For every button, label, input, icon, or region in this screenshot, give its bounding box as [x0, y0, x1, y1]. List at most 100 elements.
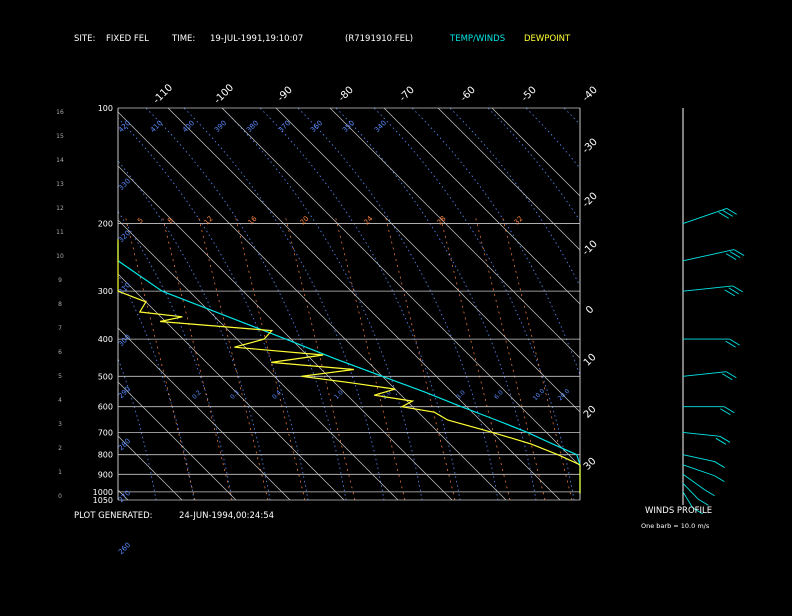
dry-adiabat-line	[373, 108, 575, 500]
isotherm-label-right: 0	[584, 304, 596, 316]
mixing-ratio-low-label: 3.0	[455, 389, 467, 401]
wind-barb-flag	[725, 253, 737, 260]
grid-clipped	[0, 108, 792, 500]
mixing-ratio-low-label: 0.2	[191, 389, 203, 401]
isotherm-label-right: -30	[581, 137, 600, 156]
isotherm-line	[118, 489, 129, 500]
isotherm-label-right: -10	[581, 239, 600, 258]
potential-temp-label: 340	[373, 119, 388, 134]
mixing-ratio-label: 12	[203, 215, 215, 227]
time-label: TIME:	[171, 34, 195, 44]
pressure-tick-label: 200	[98, 220, 113, 229]
potential-temp-label: 330	[117, 177, 132, 192]
mixing-ratio-label: 20	[299, 215, 311, 227]
height-km-tick: 12	[56, 205, 64, 212]
temperature-profile-line	[117, 243, 581, 494]
dry-adiabat-line	[118, 211, 233, 500]
height-km-tick: 3	[58, 421, 62, 428]
isotherm-label-right: 30	[582, 456, 599, 473]
isotherm-label-top: -90	[276, 85, 295, 104]
mixing-ratio-line	[474, 214, 546, 500]
potential-temp-label: 400	[181, 119, 196, 134]
height-km-tick: 1	[58, 469, 62, 476]
wind-barb-flag	[732, 285, 743, 293]
mixing-ratio-low-label: 10.0	[532, 388, 547, 403]
height-km-tick: 15	[56, 133, 64, 140]
potential-temp-label: 260	[117, 541, 132, 556]
isotherm-line	[437, 108, 580, 251]
isotherm-line	[221, 108, 580, 467]
mixing-ratio-label: 32	[513, 215, 525, 227]
mixing-ratio-line	[124, 214, 196, 500]
mixing-ratio-line	[284, 214, 356, 500]
isotherm-label-top: -50	[520, 85, 539, 104]
mixing-ratio-line	[161, 214, 233, 500]
isotherm-line	[118, 327, 291, 500]
potential-temp-label: 320	[117, 229, 132, 244]
wind-barb-shaft	[682, 491, 694, 509]
isotherm-label-top: -100	[212, 82, 236, 106]
height-km-tick: 2	[58, 445, 62, 452]
wind-barb-flag	[729, 338, 740, 346]
wind-barb-flag	[733, 249, 745, 256]
mixing-ratio-line	[384, 214, 456, 500]
isotherm-line	[118, 381, 237, 500]
dewpoint-profile-line	[117, 239, 581, 494]
height-km-tick: 11	[56, 229, 64, 236]
isotherm-label-top: -80	[337, 85, 356, 104]
dry-adiabat-line	[0, 108, 4, 500]
wind-barb-shaft	[682, 431, 720, 437]
wind-barb-flag	[726, 208, 737, 215]
isotherm-line	[167, 108, 561, 500]
isotherm-line	[0, 108, 74, 500]
wind-barb-flag	[719, 435, 731, 443]
skewt-labels: 1002003004005006007008009001000105001234…	[56, 82, 600, 556]
isotherm-line	[118, 273, 345, 500]
plot-generated-label: PLOT GENERATED:	[74, 511, 153, 521]
height-km-tick: 8	[58, 301, 62, 308]
dry-adiabat-line	[525, 108, 580, 169]
isotherm-label-top: -40	[581, 85, 600, 104]
height-km-tick: 10	[56, 253, 64, 260]
dry-adiabat-line	[259, 108, 461, 500]
wind-barb-shaft	[682, 464, 715, 477]
dry-adiabat-line	[118, 160, 271, 500]
mixing-ratio-line	[334, 214, 406, 500]
mixing-ratio-label: 8	[166, 216, 175, 225]
potential-temp-label: 390	[213, 119, 228, 134]
dry-adiabat-line	[640, 108, 792, 500]
isotherm-line	[491, 108, 580, 197]
pressure-tick-label: 600	[98, 403, 113, 412]
sounding-series	[117, 239, 581, 494]
wind-barb-flag	[725, 340, 736, 348]
wind-barb-flag	[715, 437, 727, 445]
pressure-tick-label: 900	[98, 470, 113, 479]
winds-profile-note: One barb = 10.0 m/s	[641, 522, 710, 530]
mixing-ratio-line	[234, 214, 306, 500]
isotherm-label-top: -110	[151, 82, 175, 106]
dry-adiabat-line	[0, 108, 80, 500]
dry-adiabat-line	[0, 108, 42, 500]
wind-barb-flag	[724, 289, 735, 297]
legend-temp-winds: TEMP/WINDS	[449, 34, 505, 44]
winds-profile-title: WINDS PROFILE	[645, 506, 712, 516]
height-km-tick: 0	[58, 493, 62, 500]
pressure-tick-label: 400	[98, 335, 113, 344]
site-value: FIXED FEL	[106, 34, 149, 44]
wind-barb-shaft	[682, 249, 735, 262]
mixing-ratio-low-label: 6.0	[493, 389, 505, 401]
wind-barb-shaft	[682, 483, 699, 500]
wind-barb-flag	[724, 406, 735, 414]
pressure-tick-label: 1050	[93, 496, 113, 505]
isotherm-label-right: 20	[582, 404, 599, 421]
pressure-tick-label: 500	[98, 372, 113, 381]
pressure-tick-label: 700	[98, 428, 113, 437]
dry-adiabat-line	[118, 273, 195, 500]
wind-barb-flag	[714, 461, 725, 468]
wind-barb-flag	[714, 475, 725, 483]
wind-barb-shaft	[682, 285, 733, 292]
height-km-tick: 6	[58, 349, 62, 356]
pressure-tick-label: 800	[98, 451, 113, 460]
isotherm-line	[275, 108, 580, 413]
